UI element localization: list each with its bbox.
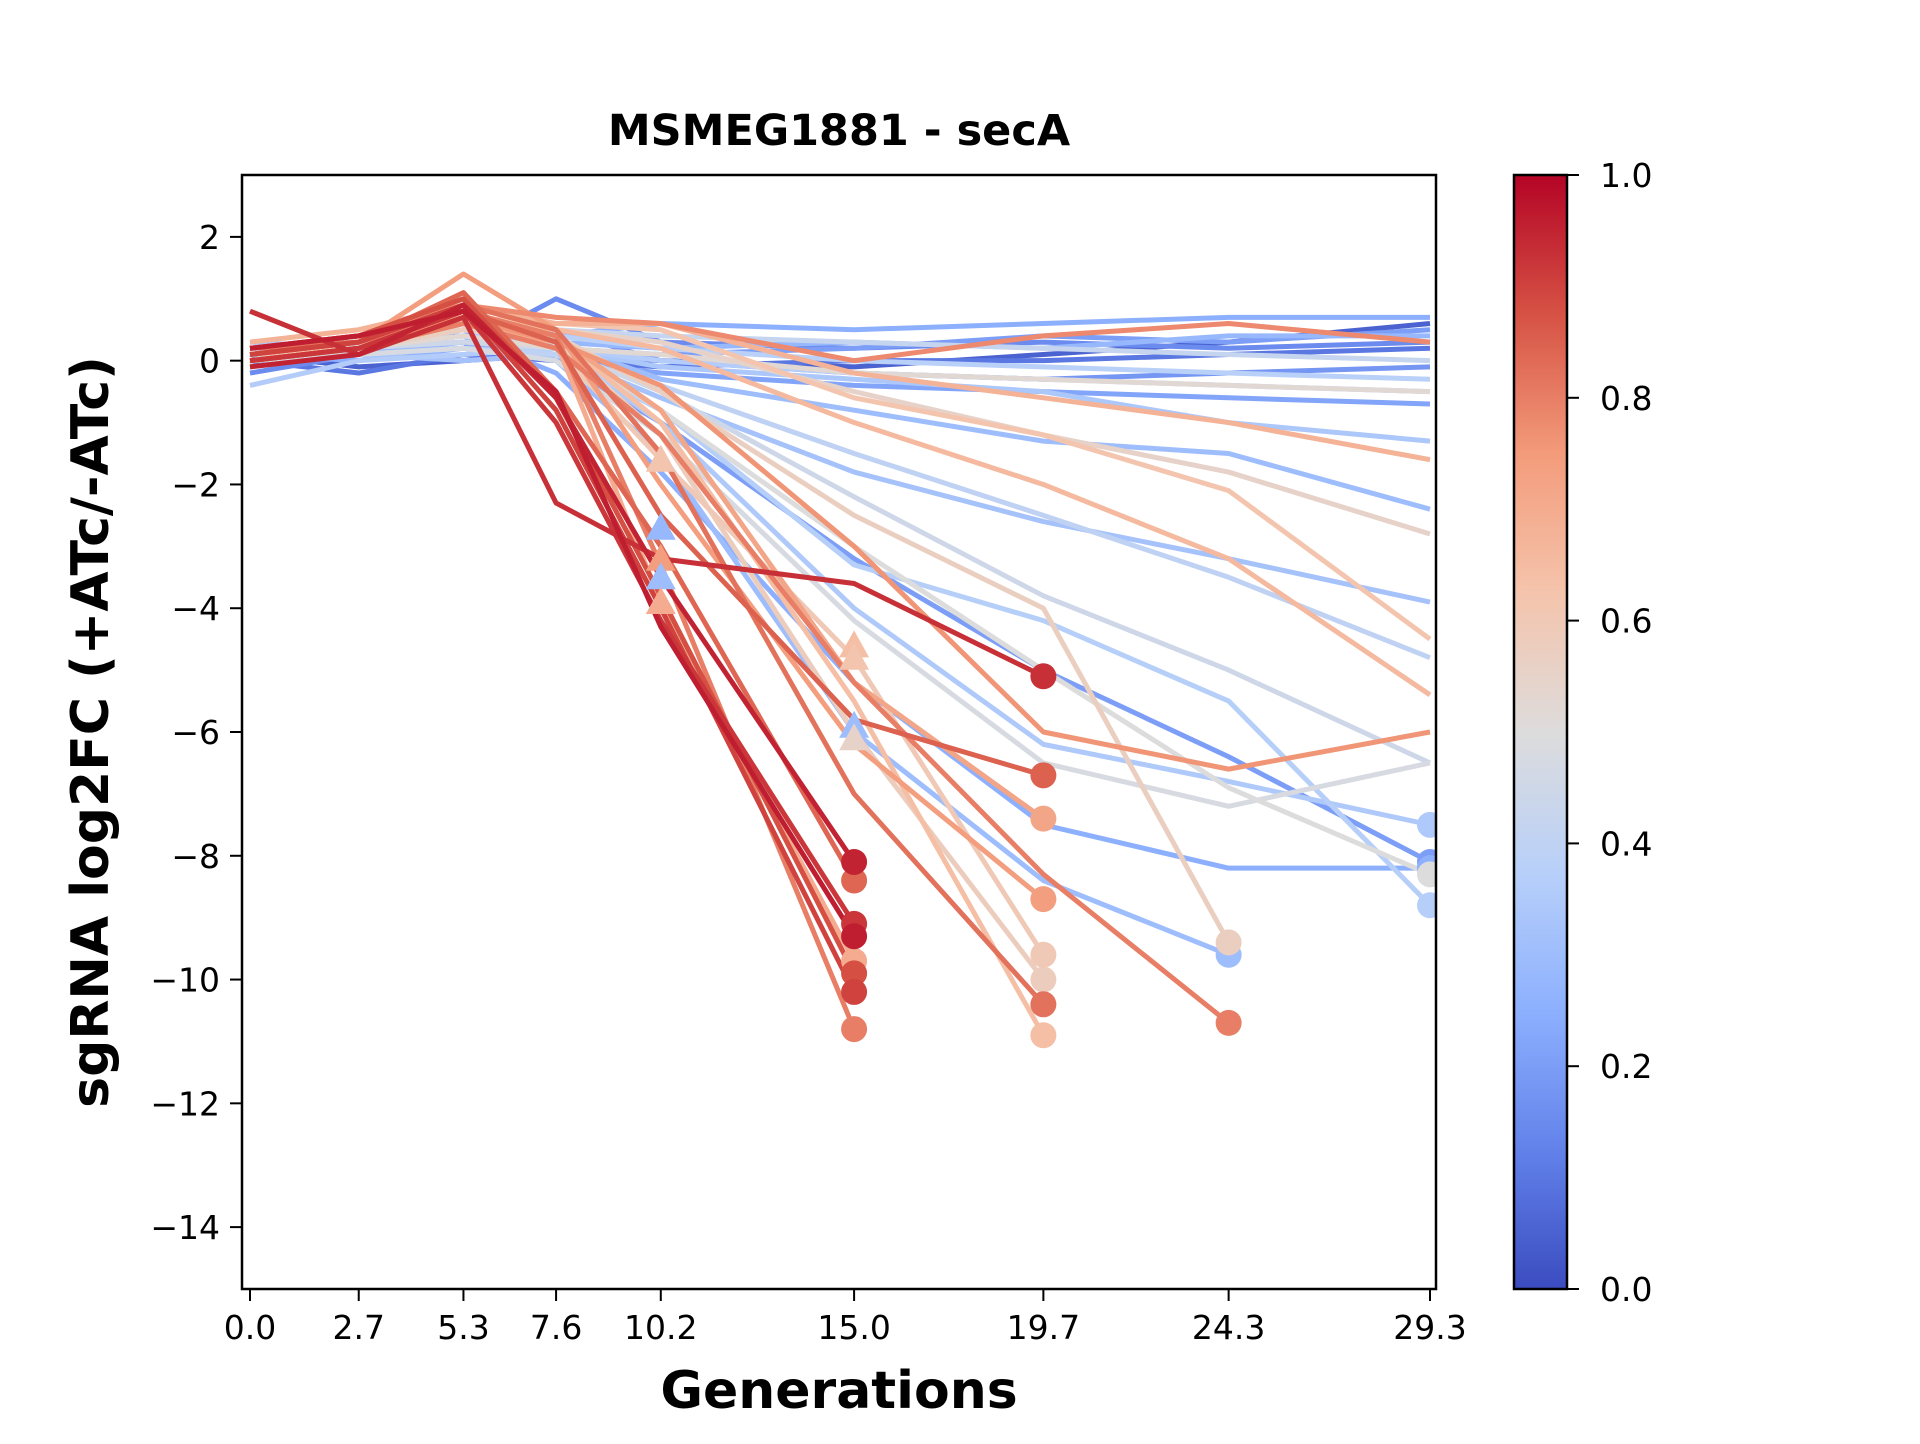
series-layer — [249, 271, 1432, 1037]
colorbar-tick-label: 0.0 — [1600, 1270, 1652, 1309]
x-tick-label: 10.2 — [624, 1308, 697, 1347]
series-endpoint-22 — [1417, 861, 1436, 888]
x-tick-label: 15.0 — [817, 1308, 890, 1347]
series-line-27 — [249, 321, 1046, 957]
x-tick-label: 7.6 — [530, 1308, 582, 1347]
series-endpoint-43 — [841, 978, 868, 1005]
series-endpoint-38 — [1215, 1009, 1242, 1036]
series-endpoint-26 — [1030, 966, 1057, 993]
series-endpoint-47 — [841, 923, 868, 950]
series-endpoint-19 — [1417, 892, 1436, 919]
series-endpoint-33 — [1030, 805, 1057, 832]
triangle-marker-1 — [645, 512, 676, 540]
triangle-marker-4 — [645, 587, 676, 615]
x-tick-label: 19.7 — [1007, 1308, 1080, 1347]
colorbar-tick-label: 0.2 — [1600, 1047, 1652, 1086]
series-endpoint-42 — [841, 960, 868, 987]
triangle-marker-2 — [645, 543, 676, 571]
series-line-43 — [249, 302, 857, 994]
marker-layer — [645, 444, 1436, 1049]
colorbar-tick-label: 0.4 — [1600, 824, 1652, 863]
colorbar — [1512, 173, 1569, 1291]
series-line-22 — [249, 327, 1431, 877]
x-tick-label: 24.3 — [1192, 1308, 1265, 1347]
series-endpoint-40 — [841, 867, 868, 894]
triangle-marker-8 — [839, 723, 870, 751]
series-endpoint-27 — [1030, 941, 1057, 968]
series-line-47 — [249, 308, 857, 938]
x-tick-label: 5.3 — [437, 1308, 489, 1347]
colorbar-tick-label: 1.0 — [1600, 156, 1652, 195]
x-tick-label: 2.7 — [332, 1308, 384, 1347]
series-endpoint-37 — [841, 1016, 868, 1043]
y-tick-label: −4 — [171, 589, 220, 628]
series-line-19 — [249, 333, 1432, 908]
y-axis-label: sgRNA log2FC (+ATc/-ATc) — [61, 356, 121, 1108]
series-endpoint-29 — [1030, 1022, 1057, 1049]
series-line-44 — [249, 308, 857, 926]
series-endpoint-45 — [1030, 663, 1057, 690]
y-tick-label: −10 — [150, 961, 220, 1000]
series-endpoint-18 — [1417, 811, 1436, 838]
x-axis: 0.0 2.7 5.3 7.6 10.2 15.0 19.7 24.3 29.3 — [224, 1289, 1467, 1347]
y-tick-label: −12 — [150, 1084, 220, 1123]
x-axis-label: Generations — [660, 1361, 1017, 1421]
triangle-marker-6 — [839, 642, 870, 670]
chart-title: MSMEG1881 - secA — [608, 106, 1071, 156]
series-endpoint-25 — [1215, 929, 1242, 956]
y-tick-label: −8 — [171, 837, 220, 876]
y-axis: 2 0 −2 −4 −6 −8 −10 −12 −14 — [150, 218, 242, 1247]
x-tick-label: 0.0 — [224, 1308, 276, 1347]
series-endpoint-34 — [1030, 886, 1057, 913]
colorbar-tick-label: 0.6 — [1600, 602, 1652, 641]
y-tick-label: −2 — [171, 465, 220, 504]
series-endpoint-46 — [841, 848, 868, 875]
colorbar-tick-label: 0.8 — [1600, 379, 1652, 418]
triangle-marker-0 — [645, 444, 676, 472]
colorbar-axis: 0.0 0.2 0.4 0.6 0.8 1.0 — [1567, 156, 1652, 1309]
x-tick-label: 29.3 — [1393, 1308, 1466, 1347]
y-tick-label: −14 — [150, 1208, 220, 1247]
y-tick-label: −6 — [171, 713, 220, 752]
y-tick-label: 0 — [199, 342, 220, 381]
series-endpoint-41 — [1030, 762, 1057, 789]
triangle-marker-3 — [645, 562, 676, 590]
series-endpoint-39 — [1030, 991, 1057, 1018]
y-tick-label: 2 — [199, 218, 220, 257]
